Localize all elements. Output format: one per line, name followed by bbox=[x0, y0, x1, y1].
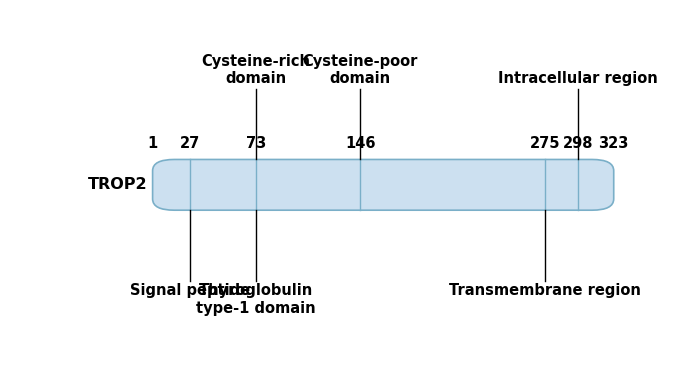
Text: TROP2: TROP2 bbox=[88, 178, 147, 192]
Text: Cysteine-poor
domain: Cysteine-poor domain bbox=[302, 54, 418, 86]
Text: 1: 1 bbox=[148, 136, 158, 151]
Text: 27: 27 bbox=[180, 136, 200, 151]
Text: Signal peptide: Signal peptide bbox=[130, 283, 250, 298]
Text: 73: 73 bbox=[246, 136, 266, 151]
Text: 323: 323 bbox=[598, 136, 629, 151]
Text: 146: 146 bbox=[345, 136, 375, 151]
Text: 275: 275 bbox=[530, 136, 560, 151]
Text: Intracellular region: Intracellular region bbox=[498, 71, 658, 86]
Text: Cysteine-rich
domain: Cysteine-rich domain bbox=[201, 54, 310, 86]
Text: Thyroglobulin
type-1 domain: Thyroglobulin type-1 domain bbox=[196, 283, 316, 316]
FancyBboxPatch shape bbox=[153, 160, 614, 210]
Text: Transmembrane region: Transmembrane region bbox=[449, 283, 641, 298]
Text: 298: 298 bbox=[563, 136, 593, 151]
